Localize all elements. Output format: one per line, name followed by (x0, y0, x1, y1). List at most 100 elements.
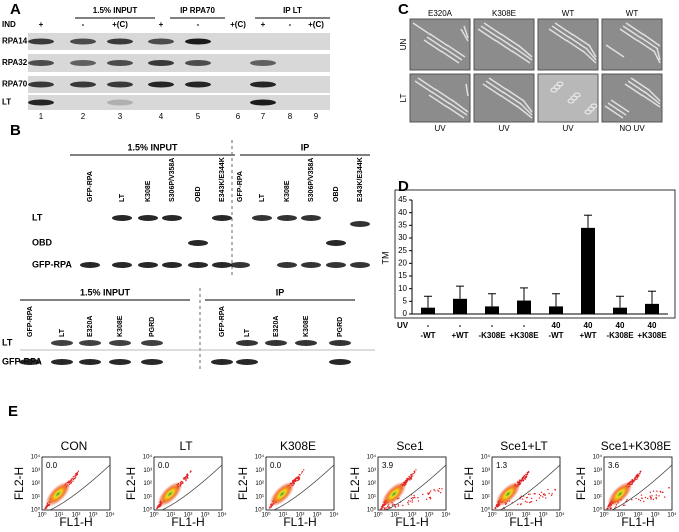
group-label: 1.5% INPUT (127, 142, 178, 152)
y-tick-label: 10³ (593, 468, 602, 474)
cell (505, 88, 525, 102)
cell (494, 39, 514, 53)
x-tick-label: 10² (72, 513, 81, 519)
gate (499, 464, 561, 511)
event-dot (410, 497, 413, 500)
event-dot (433, 489, 435, 491)
event-dot (294, 479, 297, 481)
cell (431, 91, 451, 105)
band (212, 262, 232, 268)
event-dot (415, 469, 417, 471)
event-dot (297, 477, 300, 479)
band (107, 81, 133, 88)
event-dot (630, 480, 633, 482)
uv-dose: 40 (552, 321, 561, 330)
event-dot (631, 498, 633, 501)
band (212, 215, 232, 221)
event-dot (649, 495, 651, 497)
band (188, 240, 208, 246)
event-dot (439, 491, 442, 494)
band (148, 38, 174, 45)
x-tick-label: 10³ (89, 513, 98, 519)
event-dot (634, 479, 636, 481)
event-dot (413, 494, 415, 497)
event-dot (185, 476, 187, 478)
band (185, 60, 211, 66)
x-tick-label: 10³ (651, 513, 660, 519)
blot-strip (28, 95, 330, 110)
cell (584, 109, 592, 115)
y-tick-label: 10⁴ (255, 454, 265, 461)
event-dot (429, 498, 432, 500)
lane-label: E320A (273, 316, 280, 337)
gate-value: 0.0 (46, 461, 58, 470)
event-dot (429, 491, 431, 494)
band (277, 262, 297, 268)
event-dot (643, 500, 645, 503)
event-dot (636, 476, 638, 478)
event-dot (635, 474, 638, 477)
band (185, 38, 211, 45)
cell (514, 47, 533, 61)
y-tick-label: 10⁴ (143, 454, 153, 461)
y-tick-label: 10¹ (31, 494, 40, 500)
lane-label: GFP-RPA (87, 171, 94, 202)
treatment-label: UV (562, 124, 574, 133)
x-tick-label: +K308E (509, 331, 539, 340)
row-label: OBD (32, 237, 53, 247)
x-tick-label: 10⁴ (217, 512, 227, 519)
gate (49, 464, 111, 511)
band (326, 240, 346, 246)
bar (485, 306, 499, 314)
panel-label: A (10, 1, 21, 18)
event-dot (186, 475, 188, 478)
cell (548, 28, 568, 42)
ind-sign: + (159, 20, 164, 29)
band (188, 262, 208, 268)
event-dot (438, 490, 440, 493)
event-dot (71, 477, 74, 480)
panel-label: B (10, 122, 21, 139)
event-dot (529, 493, 531, 495)
event-dot (655, 496, 657, 499)
event-dot (610, 507, 613, 509)
cell (641, 94, 661, 108)
band (109, 359, 131, 365)
event-dot (637, 473, 639, 475)
event-dot (652, 498, 655, 501)
event-dot (639, 470, 642, 473)
lane-label: OBD (333, 186, 340, 202)
lane-number: 4 (159, 112, 164, 121)
event-dot (636, 478, 638, 480)
event-dot (425, 498, 428, 501)
density (269, 481, 295, 507)
event-dot (523, 475, 526, 477)
cell (428, 94, 448, 108)
cell (647, 88, 661, 102)
event-dot (298, 478, 300, 480)
band (350, 262, 370, 268)
x-axis-title: FL1-H (621, 515, 654, 529)
x-axis-title: FL1-H (59, 515, 92, 529)
y-tick-label: 10⁰ (255, 507, 265, 514)
event-dot (412, 473, 414, 475)
ind-sign: - (82, 20, 85, 29)
event-dot (635, 497, 637, 500)
x-tick-label: 10² (184, 513, 193, 519)
cell (642, 33, 661, 47)
event-dot (524, 500, 527, 503)
cell (550, 87, 558, 93)
uv-dose: - (523, 321, 526, 330)
band (162, 215, 182, 221)
lane-label: LT (259, 193, 266, 202)
band (236, 340, 258, 346)
event-dot (410, 473, 413, 476)
event-dot (72, 480, 74, 482)
cell (448, 102, 468, 116)
event-dot (655, 494, 658, 496)
density (157, 481, 183, 507)
event-dot (530, 501, 532, 503)
y-tick-label: 10² (143, 481, 152, 487)
ind-sign: + (39, 20, 44, 29)
event-dot (413, 470, 415, 473)
